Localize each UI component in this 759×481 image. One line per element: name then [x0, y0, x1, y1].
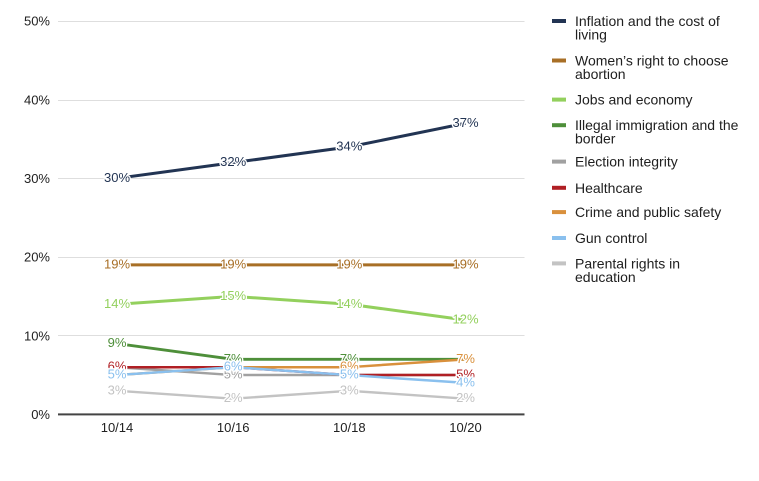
- svg-text:14%: 14%: [104, 296, 130, 311]
- svg-text:40%: 40%: [24, 92, 50, 107]
- svg-text:7%: 7%: [456, 351, 475, 366]
- svg-text:7%: 7%: [456, 351, 475, 366]
- svg-text:10/14: 10/14: [101, 420, 134, 435]
- svg-text:Inflation and the cost of: Inflation and the cost of: [575, 13, 720, 29]
- svg-text:2%: 2%: [456, 390, 475, 405]
- svg-text:30%: 30%: [104, 170, 130, 185]
- svg-text:0%: 0%: [31, 407, 50, 422]
- svg-text:10/16: 10/16: [217, 420, 250, 435]
- svg-text:6%: 6%: [340, 359, 359, 374]
- svg-text:Women’s right to choose: Women’s right to choose: [575, 53, 729, 69]
- svg-text:Gun control: Gun control: [575, 230, 647, 246]
- svg-text:Illegal immigration and the: Illegal immigration and the: [575, 117, 739, 133]
- svg-text:6%: 6%: [224, 359, 243, 374]
- svg-text:20%: 20%: [24, 250, 50, 265]
- svg-text:7%: 7%: [340, 351, 359, 366]
- svg-text:5%: 5%: [456, 367, 475, 382]
- svg-text:Crime and public safety: Crime and public safety: [575, 204, 721, 220]
- svg-text:living: living: [575, 27, 607, 43]
- svg-text:2%: 2%: [224, 390, 243, 405]
- svg-text:19%: 19%: [104, 256, 130, 271]
- svg-text:5%: 5%: [108, 367, 127, 382]
- svg-text:30%: 30%: [24, 171, 50, 186]
- svg-text:5%: 5%: [456, 367, 475, 382]
- svg-text:abortion: abortion: [575, 66, 626, 82]
- svg-text:4%: 4%: [456, 374, 475, 389]
- svg-text:19%: 19%: [452, 256, 478, 271]
- svg-text:6%: 6%: [224, 359, 243, 374]
- svg-text:3%: 3%: [108, 382, 127, 397]
- svg-text:Election integrity: Election integrity: [575, 154, 678, 170]
- svg-text:Healthcare: Healthcare: [575, 180, 643, 196]
- svg-text:Parental rights in: Parental rights in: [575, 255, 680, 271]
- svg-text:6%: 6%: [224, 359, 243, 374]
- svg-text:9%: 9%: [108, 335, 127, 350]
- svg-text:5%: 5%: [340, 367, 359, 382]
- svg-text:12%: 12%: [452, 312, 478, 327]
- svg-text:10/18: 10/18: [333, 420, 366, 435]
- svg-text:5%: 5%: [340, 367, 359, 382]
- svg-text:32%: 32%: [220, 154, 246, 169]
- svg-text:14%: 14%: [336, 296, 362, 311]
- svg-text:6%: 6%: [108, 359, 127, 374]
- svg-text:37%: 37%: [452, 115, 478, 130]
- svg-text:6%: 6%: [108, 359, 127, 374]
- svg-text:15%: 15%: [220, 288, 246, 303]
- svg-text:3%: 3%: [340, 382, 359, 397]
- svg-text:education: education: [575, 269, 636, 285]
- svg-text:50%: 50%: [24, 14, 50, 29]
- svg-text:19%: 19%: [336, 256, 362, 271]
- svg-text:7%: 7%: [224, 351, 243, 366]
- svg-text:5%: 5%: [224, 367, 243, 382]
- svg-text:10/20: 10/20: [449, 420, 482, 435]
- svg-text:5%: 5%: [340, 367, 359, 382]
- svg-text:5%: 5%: [108, 367, 127, 382]
- svg-text:10%: 10%: [24, 328, 50, 343]
- svg-text:34%: 34%: [336, 138, 362, 153]
- svg-text:border: border: [575, 131, 616, 147]
- svg-text:19%: 19%: [220, 256, 246, 271]
- svg-text:Jobs and economy: Jobs and economy: [575, 92, 693, 108]
